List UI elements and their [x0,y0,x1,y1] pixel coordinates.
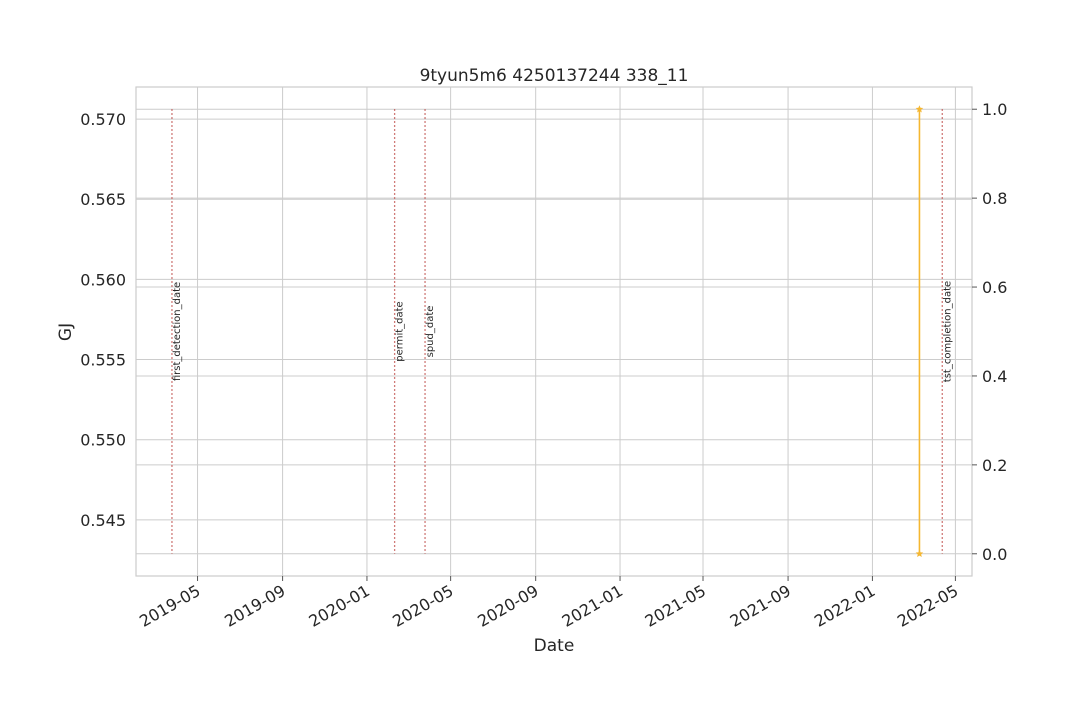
event-label: permit_date [395,301,406,361]
x-tick-label: 2021-09 [727,581,794,631]
right-y-tick-label: 0.8 [982,189,1007,208]
x-tick-label: 2019-05 [136,581,203,631]
right-y-axis: 0.0 0.2 0.4 0.6 0.8 1.0 [972,100,1007,564]
x-axis: 2019-05 2019-09 2020-01 2020-05 2020-09 2021-… [136,576,961,631]
x-tick-label: 2020-09 [474,581,541,631]
plot-area [136,87,972,576]
left-y-tick-label: 0.545 [80,511,126,530]
x-tick-label: 2020-05 [389,581,456,631]
left-y-tick-label: 0.550 [80,431,126,450]
x-tick-label: 2020-01 [306,581,373,631]
right-y-tick-label: 0.0 [982,545,1007,564]
x-axis-title: Date [534,636,575,656]
grid-layer [136,87,972,576]
right-y-tick-label: 0.2 [982,456,1007,475]
left-y-tick-label: 0.560 [80,270,126,289]
x-tick-label: 2022-05 [894,581,961,631]
event-label: spud_date [425,306,436,358]
series-point [915,105,924,113]
left-y-tick-label: 0.565 [80,190,126,209]
right-y-tick-label: 0.4 [982,367,1007,386]
right-y-tick-label: 1.0 [982,100,1007,119]
series-point [915,549,924,558]
event-layer: first_detection_date permit_date spud_date… [171,109,953,554]
y-axis-title-left: GJ [56,323,76,341]
left-y-tick-label: 0.570 [80,110,126,129]
right-y-tick-label: 0.6 [982,278,1007,297]
x-tick-label: 2021-01 [559,581,626,631]
event-label: tst_completion_date [942,281,953,382]
left-y-tick-label: 0.555 [80,351,126,370]
x-tick-label: 2019-09 [221,581,288,631]
left-y-axis: 0.545 0.550 0.555 0.560 0.565 0.570 [80,110,126,530]
series-layer [915,105,924,558]
event-label: first_detection_date [172,282,183,381]
plot-frame [135,86,973,577]
x-tick-label: 2022-01 [811,581,878,631]
chart-title: 9tyun5m6 4250137244 338_11 [420,66,689,86]
x-tick-label: 2021-05 [642,581,709,631]
